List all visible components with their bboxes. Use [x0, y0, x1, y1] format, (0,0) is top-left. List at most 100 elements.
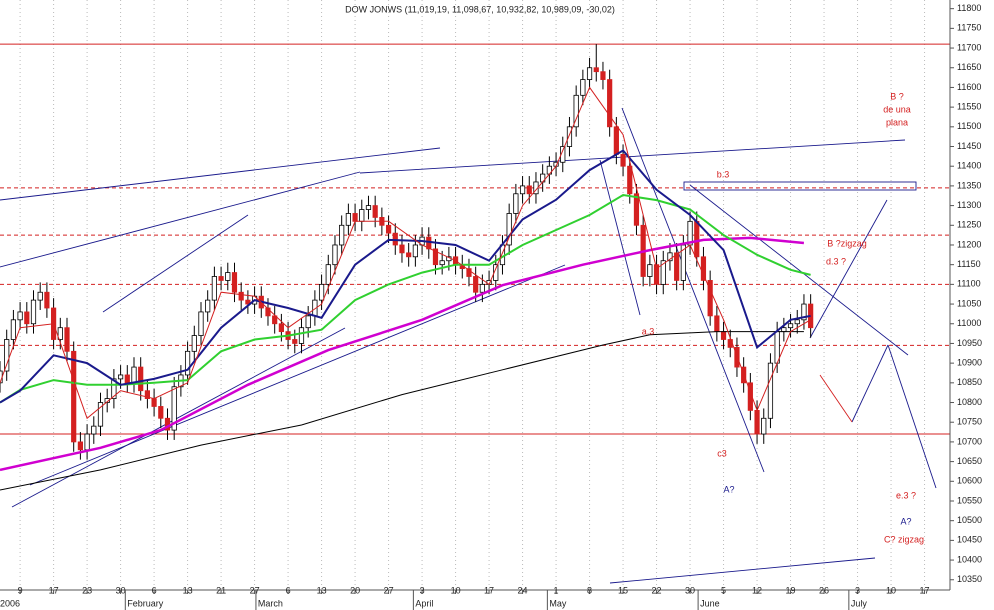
x-tick-label: 10	[451, 585, 461, 595]
candle-body	[660, 260, 666, 285]
candle-body	[794, 319, 800, 325]
candle-body	[171, 386, 177, 431]
candle-body	[359, 209, 365, 222]
candle-body	[714, 315, 720, 333]
candle-body	[767, 362, 774, 419]
candle-body	[138, 366, 144, 392]
annotation: B ?zigzag	[827, 238, 867, 248]
candle-body	[225, 272, 231, 281]
x-tick-label: 12	[752, 585, 762, 595]
candle-body	[372, 205, 378, 218]
trend-line	[609, 557, 876, 584]
x-tick-label: 21	[216, 585, 226, 595]
candle-body	[318, 283, 325, 301]
axes-layer: 10350 10400 10450 10500 10550 10600 10650 10700…	[0, 3, 982, 610]
x-tick-label: 24	[518, 585, 528, 595]
candle-body	[620, 153, 626, 167]
annotation: A?	[723, 484, 734, 494]
y-tick-label: 10900	[957, 358, 982, 368]
candle-body	[432, 248, 439, 266]
trend-line	[689, 184, 909, 356]
candle-body	[667, 252, 673, 262]
candle-body	[607, 79, 613, 128]
y-tick-label: 11450	[957, 141, 981, 151]
x-tick-label: 5	[721, 585, 726, 595]
candle-body	[325, 264, 331, 285]
x-tick-label: 27	[384, 585, 394, 595]
candle-body	[473, 276, 479, 293]
candle-body	[292, 339, 298, 344]
y-tick-label: 11650	[957, 62, 981, 72]
candle-body	[566, 126, 573, 147]
x-tick-label: 19	[786, 585, 796, 595]
x-tick-label: 3	[855, 585, 860, 595]
candle-body	[466, 268, 472, 277]
candle-body	[198, 311, 204, 336]
x-tick-label: 30	[685, 585, 695, 595]
y-tick-label: 10400	[957, 554, 982, 564]
annotation: C? zigzag	[884, 534, 924, 544]
candle-body	[298, 327, 305, 344]
candle-body	[600, 71, 606, 80]
trend-line	[11, 327, 346, 508]
candle-body	[519, 185, 526, 195]
month-label: May	[549, 598, 567, 608]
x-tick-label: 10	[886, 585, 896, 595]
candle-body	[231, 272, 238, 293]
candle-body	[44, 291, 50, 309]
x-tick-label: 8	[587, 585, 592, 595]
candle-body	[627, 165, 633, 195]
candle-body	[191, 335, 197, 352]
candle-body	[272, 315, 278, 325]
candle-body	[506, 213, 512, 246]
trend-line	[621, 107, 765, 473]
trend-line	[599, 159, 641, 316]
y-tick-label: 10950	[957, 338, 982, 348]
candle-body	[144, 390, 150, 399]
candle-body	[493, 264, 499, 281]
candle-body	[345, 213, 351, 226]
y-tick-label: 10450	[957, 535, 982, 545]
candle-body	[633, 193, 640, 226]
candle-body	[399, 244, 405, 254]
x-tick-label: 17	[49, 585, 59, 595]
candle-body	[97, 402, 104, 427]
trend-line	[887, 344, 937, 489]
x-tick-label: 13	[183, 585, 193, 595]
candle-body	[513, 193, 519, 214]
candle-body	[700, 256, 707, 281]
grid-layer	[0, 0, 950, 590]
trend-line	[359, 139, 906, 174]
x-tick-label: 1	[554, 585, 559, 595]
candle-body	[801, 303, 807, 321]
candle-body	[439, 260, 445, 266]
annotation: A?	[900, 516, 911, 526]
candle-body	[84, 433, 90, 451]
candle-body	[747, 382, 753, 411]
annotation: B ?	[890, 91, 904, 101]
y-tick-label: 10850	[957, 377, 982, 387]
annotation: b.3	[717, 169, 730, 179]
target-box	[683, 181, 917, 191]
annotation: c3	[717, 448, 727, 458]
candle-body	[124, 374, 130, 384]
candle-body	[339, 224, 345, 246]
x-tick-label: 20	[350, 585, 360, 595]
candle-body	[412, 244, 418, 258]
x-tick-label: 26	[819, 585, 829, 595]
y-tick-label: 10750	[957, 417, 982, 427]
y-tick-label: 11550	[957, 102, 981, 112]
month-label: July	[851, 598, 868, 608]
candle-body	[10, 319, 16, 340]
candle-body	[761, 417, 767, 435]
trend-line	[102, 214, 249, 313]
candle-body	[365, 205, 372, 210]
candle-body	[720, 331, 727, 340]
plot-layer	[0, 44, 814, 491]
x-tick-label: 30	[116, 585, 126, 595]
y-tick-label: 10800	[957, 397, 982, 407]
y-tick-label: 11200	[957, 239, 981, 249]
candle-body	[526, 185, 532, 195]
candle-body	[57, 327, 63, 340]
